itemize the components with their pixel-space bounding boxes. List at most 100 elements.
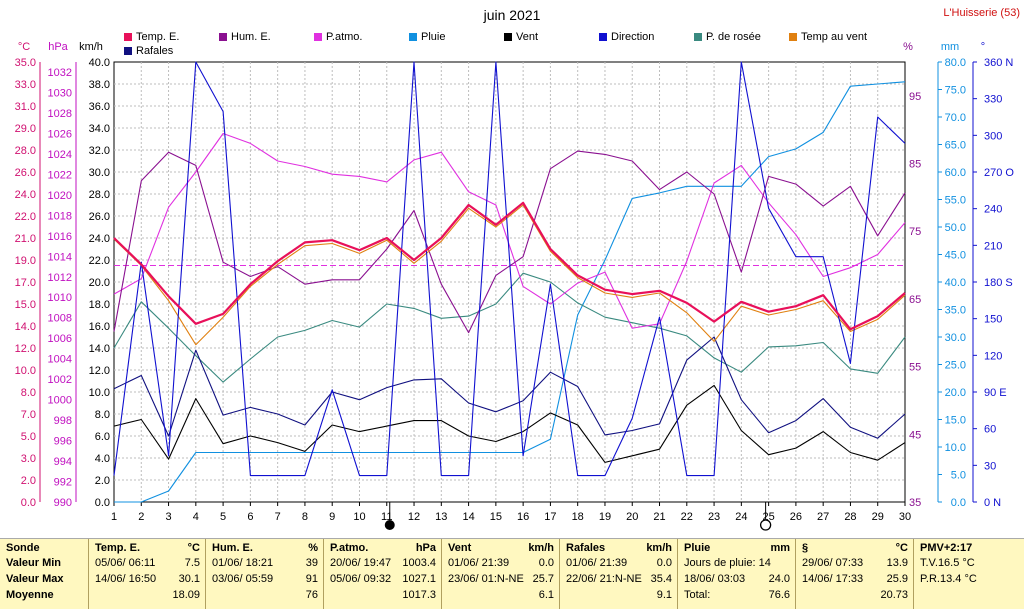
stats-patmo-min-date: 20/06/ 19:47 xyxy=(330,557,392,569)
stats-temp-title: Temp. E. xyxy=(95,542,141,554)
hum-tick-label: 65 xyxy=(909,294,921,306)
stats-temp-min-date: 05/06/ 06:11 xyxy=(95,557,156,569)
wind-tick-label: 14.0 xyxy=(89,343,110,355)
press-tick-label: 1008 xyxy=(48,313,72,325)
press-tick-label: 1012 xyxy=(48,272,72,284)
wind-tick-label: 22.0 xyxy=(89,255,110,267)
x-tick-label: 16 xyxy=(517,511,529,523)
stats-sect-max-val: 25.9 xyxy=(886,573,908,585)
stats-col-patmo: P.atmo. hPa 20/06/ 19:47 1003.4 05/06/ 09:… xyxy=(323,539,442,609)
legend-label: Hum. E. xyxy=(231,31,271,43)
wind-tick-label: 10.0 xyxy=(89,387,110,399)
legend-item: Hum. E. xyxy=(219,31,271,43)
stats-pmv-title: PMV+2:17 xyxy=(920,542,973,554)
stats-sect-max-date: 14/06/ 17:33 xyxy=(802,573,864,585)
press-tick-label: 992 xyxy=(54,477,72,489)
press-tick-label: 1000 xyxy=(48,395,72,407)
legend-label: P.atmo. xyxy=(326,31,363,43)
stats-temp-min-val: 7.5 xyxy=(184,557,200,569)
press-tick-label: 1006 xyxy=(48,333,72,345)
new-moon-icon xyxy=(384,520,395,530)
wind-tick-label: 0.0 xyxy=(95,497,110,509)
stats-col-rafales: Rafales km/h 01/06/ 21:39 0.0 22/06/ 21:N-… xyxy=(559,539,678,609)
wind-tick-label: 38.0 xyxy=(89,79,110,91)
stats-patmo-min-val: 1003.4 xyxy=(402,557,436,569)
stats-sonde-title: Sonde xyxy=(6,542,40,554)
series-pluie xyxy=(114,81,906,503)
legend-swatch xyxy=(789,33,797,41)
stats-pluie-days: Jours de pluie: 14 xyxy=(684,557,771,569)
rain-tick-label: 10.0 xyxy=(945,442,966,454)
hum-tick-label: 55 xyxy=(909,362,921,374)
rain-tick-label: 20.0 xyxy=(945,387,966,399)
dir-axis-unit: ° xyxy=(981,41,985,53)
stats-patmo-max-val: 1027.1 xyxy=(402,573,436,585)
rain-tick-label: 30.0 xyxy=(945,332,966,344)
legend-item: Vent xyxy=(504,31,538,43)
legend-swatch xyxy=(599,33,607,41)
full-moon-icon xyxy=(759,519,772,531)
press-tick-label: 1030 xyxy=(48,87,72,99)
dir-tick-label: 360 N xyxy=(984,57,1013,69)
legend-swatch xyxy=(219,33,227,41)
x-tick-label: 26 xyxy=(790,511,802,523)
x-tick-label: 22 xyxy=(681,511,693,523)
temp-tick-label: 0.0 xyxy=(21,497,36,509)
stats-col-pluie: Pluie mm Jours de pluie: 14 18/06/ 03:03 2… xyxy=(677,539,796,609)
press-tick-label: 1020 xyxy=(48,190,72,202)
x-tick-label: 8 xyxy=(302,511,308,523)
stats-sect-min-val: 13.9 xyxy=(886,557,908,569)
stats-max-label: Valeur Max xyxy=(6,573,64,585)
dir-tick-label: 270 O xyxy=(984,167,1014,179)
x-tick-label: 1 xyxy=(111,511,117,523)
stats-rafales-title: Rafales xyxy=(566,542,606,554)
chart-title: juin 2021 xyxy=(483,7,541,23)
stats-pluie-total-label: Total: xyxy=(684,589,711,601)
x-tick-label: 6 xyxy=(247,511,253,523)
wind-tick-label: 26.0 xyxy=(89,211,110,223)
legend-swatch xyxy=(314,33,322,41)
press-tick-label: 998 xyxy=(54,415,72,427)
stats-rafales-min-val: 0.0 xyxy=(656,557,672,569)
press-tick-label: 1026 xyxy=(48,128,72,140)
stats-hum-min-date: 01/06/ 18:21 xyxy=(212,557,274,569)
rain-tick-label: 40.0 xyxy=(945,277,966,289)
press-tick-label: 990 xyxy=(54,497,72,509)
x-tick-label: 3 xyxy=(165,511,171,523)
rain-tick-label: 60.0 xyxy=(945,167,966,179)
temp-tick-label: 15.0 xyxy=(15,299,36,311)
rain-tick-label: 45.0 xyxy=(945,250,966,262)
legend-label: Temp au vent xyxy=(801,31,868,43)
rain-axis-unit: mm xyxy=(941,41,959,53)
press-tick-label: 1016 xyxy=(48,231,72,243)
x-tick-label: 9 xyxy=(329,511,335,523)
stats-temp-unit: °C xyxy=(187,542,200,554)
legend-swatch xyxy=(124,33,132,41)
press-tick-label: 1032 xyxy=(48,67,72,79)
rain-tick-label: 5.0 xyxy=(951,470,966,482)
stats-vent-max-date: 23/06/ 01:N-NE xyxy=(448,573,524,585)
stats-col-hum: Hum. E.% 01/06/ 18:21 39 03/06/ 05:59 91 7… xyxy=(205,539,324,609)
temp-tick-label: 21.0 xyxy=(15,233,36,245)
wind-tick-label: 4.0 xyxy=(95,453,110,465)
press-tick-label: 1018 xyxy=(48,210,72,222)
press-tick-label: 994 xyxy=(54,456,72,468)
hum-tick-label: 85 xyxy=(909,159,921,171)
temp-axis-unit: °C xyxy=(18,41,30,53)
stats-rafales-max-val: 35.4 xyxy=(650,573,672,585)
stats-vent-avg: 6.1 xyxy=(538,589,554,601)
temp-tick-label: 5.0 xyxy=(21,431,36,443)
stats-vent-min-val: 0.0 xyxy=(538,557,554,569)
rain-tick-label: 15.0 xyxy=(945,415,966,427)
legend-label: P. de rosée xyxy=(706,31,761,43)
x-tick-label: 28 xyxy=(844,511,856,523)
x-tick-label: 30 xyxy=(899,511,911,523)
temp-tick-label: 31.0 xyxy=(15,101,36,113)
temp-tick-label: 14.0 xyxy=(15,321,36,333)
legend-swatch xyxy=(124,47,132,55)
wind-tick-label: 20.0 xyxy=(89,277,110,289)
plot-area xyxy=(113,61,906,503)
legend-label: Temp. E. xyxy=(136,31,180,43)
x-tick-label: 19 xyxy=(599,511,611,523)
dir-tick-label: 30 xyxy=(984,460,996,472)
